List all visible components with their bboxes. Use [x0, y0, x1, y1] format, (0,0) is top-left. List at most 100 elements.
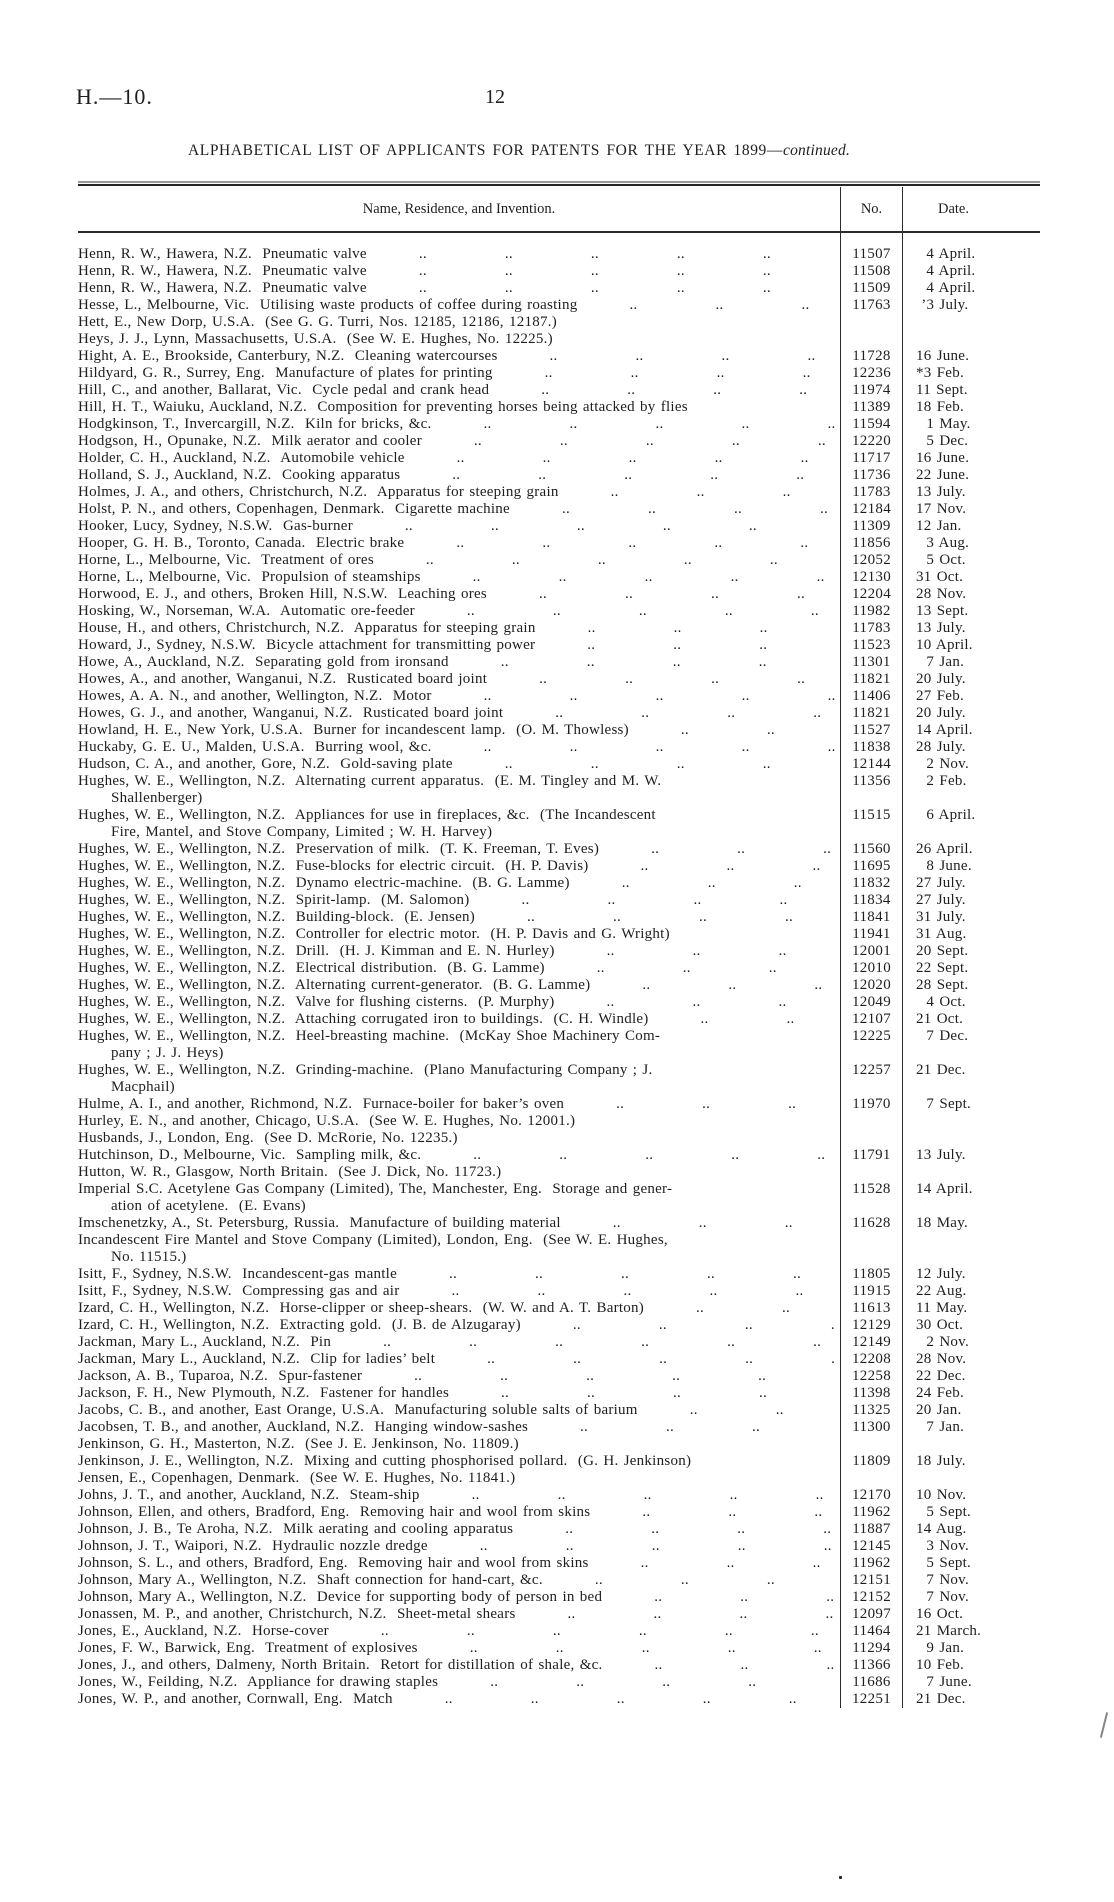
- entry-no: 11686: [840, 1674, 902, 1691]
- entry-text: Hutton, W. R., Glasgow, North Britain. (…: [78, 1164, 502, 1180]
- dot-leaders: [405, 450, 835, 467]
- entry-name-cell: Jenkinson, G. H., Masterton, N.Z. (See J…: [78, 1436, 840, 1453]
- dot-leaders: [498, 348, 835, 365]
- table-row: Hesse, L., Melbourne, Vic. Utilising was…: [78, 297, 1040, 314]
- dot-leaders: [555, 994, 835, 1011]
- table-header-spacer: [78, 233, 1040, 246]
- entry-date: [902, 1164, 1040, 1181]
- table-row: Hudson, C. A., and another, Gore, N.Z. G…: [78, 756, 1040, 773]
- entry-date: 27 July.: [902, 892, 1040, 909]
- entry-name-cell: Jenkinson, J. E., Wellington, N.Z. Mixin…: [78, 1453, 840, 1470]
- dot-leaders: [516, 1606, 835, 1623]
- entry-name-cell: Hughes, W. E., Wellington, N.Z. Applianc…: [78, 807, 840, 841]
- entry-name-cell: Hulme, A. I., and another, Richmond, N.Z…: [78, 1096, 840, 1113]
- entry-name-cell: Hodgson, H., Opunake, N.Z. Milk aerator …: [78, 433, 840, 450]
- dot-leaders: [422, 433, 835, 450]
- entry-name-cell: House, H., and others, Christchurch, N.Z…: [78, 620, 840, 637]
- entry-text: Hosking, W., Norseman, W.A. Automatic or…: [78, 603, 415, 619]
- entry-name-cell: Hughes, W. E., Wellington, N.Z. Fuse-blo…: [78, 858, 840, 875]
- entry-no: 12010: [840, 960, 902, 977]
- table-row: Jenkinson, G. H., Masterton, N.Z. (See J…: [78, 1436, 1040, 1453]
- entry-no: 11325: [840, 1402, 902, 1419]
- entry-no: 11838: [840, 739, 902, 756]
- entry-no: 11941: [840, 926, 902, 943]
- table-row: Hill, H. T., Waiuku, Auckland, N.Z. Comp…: [78, 399, 1040, 416]
- entry-no: 11970: [840, 1096, 902, 1113]
- table-row: Howard, J., Sydney, N.S.W. Bicycle attac…: [78, 637, 1040, 654]
- entry-date: 26 April.: [902, 841, 1040, 858]
- entry-date: 3 Nov.: [902, 1538, 1040, 1555]
- table-row: Johnson, S. L., and others, Bradford, En…: [78, 1555, 1040, 1572]
- entry-no: 11300: [840, 1419, 902, 1436]
- entry-name-cell: Incandescent Fire Mantel and Stove Compa…: [78, 1232, 840, 1266]
- entry-no: 11728: [840, 348, 902, 365]
- table-row: Hughes, W. E., Wellington, N.Z. Dynamo e…: [78, 875, 1040, 892]
- entry-text: Hughes, W. E., Wellington, N.Z. Drill. (…: [78, 943, 555, 959]
- entry-no: [840, 1232, 902, 1266]
- entry-no: 11695: [840, 858, 902, 875]
- entry-date: 31 July.: [902, 909, 1040, 926]
- dot-leaders: [353, 518, 835, 535]
- entry-text: Horne, L., Melbourne, Vic. Treatment of …: [78, 552, 374, 568]
- entry-date: 21 March.: [902, 1623, 1040, 1640]
- entry-text: Izard, C. H., Wellington, N.Z. Horse-cli…: [78, 1300, 645, 1316]
- entry-date: 18 Feb.: [902, 399, 1040, 416]
- entry-no: 12251: [840, 1691, 902, 1708]
- entry-name-cell: Isitt, F., Sydney, N.S.W. Compressing ga…: [78, 1283, 840, 1300]
- table-row: Hulme, A. I., and another, Richmond, N.Z…: [78, 1096, 1040, 1113]
- dot-leaders: [555, 943, 835, 960]
- entry-name-cell: Hett, E., New Dorp, U.S.A. (See G. G. Tu…: [78, 314, 840, 331]
- table-row: House, H., and others, Christchurch, N.Z…: [78, 620, 1040, 637]
- entry-text: Hill, H. T., Waiuku, Auckland, N.Z. Comp…: [78, 399, 688, 415]
- entry-no: 11301: [840, 654, 902, 671]
- dot-leaders: [397, 1266, 835, 1283]
- table-row: Jacobsen, T. B., and another, Auckland, …: [78, 1419, 1040, 1436]
- entry-name-cell: Jensen, E., Copenhagen, Denmark. (See W.…: [78, 1470, 840, 1487]
- entry-name-cell: Hughes, W. E., Wellington, N.Z. Dynamo e…: [78, 875, 840, 892]
- dot-leaders: [475, 909, 835, 926]
- dot-leaders: [599, 841, 835, 858]
- entry-name-cell: Heys, J. J., Lynn, Massachusetts, U.S.A.…: [78, 331, 840, 348]
- scan-artifact: [839, 1876, 842, 1879]
- entry-text: Hughes, W. E., Wellington, N.Z. Spirit-l…: [78, 892, 470, 908]
- entry-no: 11406: [840, 688, 902, 705]
- entry-text: Hughes, W. E., Wellington, N.Z. Applianc…: [78, 807, 656, 823]
- entry-date: 27 July.: [902, 875, 1040, 892]
- entry-date: 13 July.: [902, 1147, 1040, 1164]
- entry-text: Hodgkinson, T., Invercargill, N.Z. Kiln …: [78, 416, 432, 432]
- entry-no: [840, 1436, 902, 1453]
- table-body: Henn, R. W., Hawera, N.Z. Pneumatic valv…: [78, 246, 1040, 1708]
- entry-no: 11856: [840, 535, 902, 552]
- entry-no: 12001: [840, 943, 902, 960]
- table-row: Hooper, G. H. B., Toronto, Canada. Elect…: [78, 535, 1040, 552]
- entry-name-cell: Hughes, W. E., Wellington, N.Z. Drill. (…: [78, 943, 840, 960]
- entry-no: 11507: [840, 246, 902, 263]
- entry-date: 28 July.: [902, 739, 1040, 756]
- entry-text: Jonassen, M. P., and another, Christchur…: [78, 1606, 516, 1622]
- entry-no: 11821: [840, 705, 902, 722]
- entry-no: 12204: [840, 586, 902, 603]
- entry-text: Hill, C., and another, Ballarat, Vic. Cy…: [78, 382, 490, 398]
- entry-text: Isitt, F., Sydney, N.S.W. Compressing ga…: [78, 1283, 400, 1299]
- entry-text: Holst, P. N., and others, Copenhagen, De…: [78, 501, 510, 517]
- table-row: Hutton, W. R., Glasgow, North Britain. (…: [78, 1164, 1040, 1181]
- entry-no: 12236: [840, 365, 902, 382]
- entry-text: Hulme, A. I., and another, Richmond, N.Z…: [78, 1096, 565, 1112]
- column-header-name: Name, Residence, and Invention.: [362, 200, 556, 217]
- entry-text: Imperial S.C. Acetylene Gas Company (Lim…: [78, 1181, 673, 1197]
- dot-leaders: [528, 1419, 835, 1436]
- entry-date: [902, 1232, 1040, 1266]
- table-row: Jensen, E., Copenhagen, Denmark. (See W.…: [78, 1470, 1040, 1487]
- table-row: Izard, C. H., Wellington, N.Z. Extractin…: [78, 1317, 1040, 1334]
- entry-date: 21 Dec.: [902, 1691, 1040, 1708]
- table-row: Hett, E., New Dorp, U.S.A. (See G. G. Tu…: [78, 314, 1040, 331]
- entry-no: 11464: [840, 1623, 902, 1640]
- entry-name-cell: Howes, A., and another, Wanganui, N.Z. R…: [78, 671, 840, 688]
- dot-leaders: [438, 1674, 835, 1691]
- entry-name-cell: Jones, F. W., Barwick, Eng. Treatment of…: [78, 1640, 840, 1657]
- entry-text: Hughes, W. E., Wellington, N.Z. Controll…: [78, 926, 670, 942]
- dot-leaders: [513, 1521, 835, 1538]
- entry-text-continuation: pany ; J. J. Heys): [111, 1045, 224, 1061]
- table-row: Jackman, Mary L., Auckland, N.Z. Clip fo…: [78, 1351, 1040, 1368]
- entry-name-cell: Jones, W., Feilding, N.Z. Appliance for …: [78, 1674, 840, 1691]
